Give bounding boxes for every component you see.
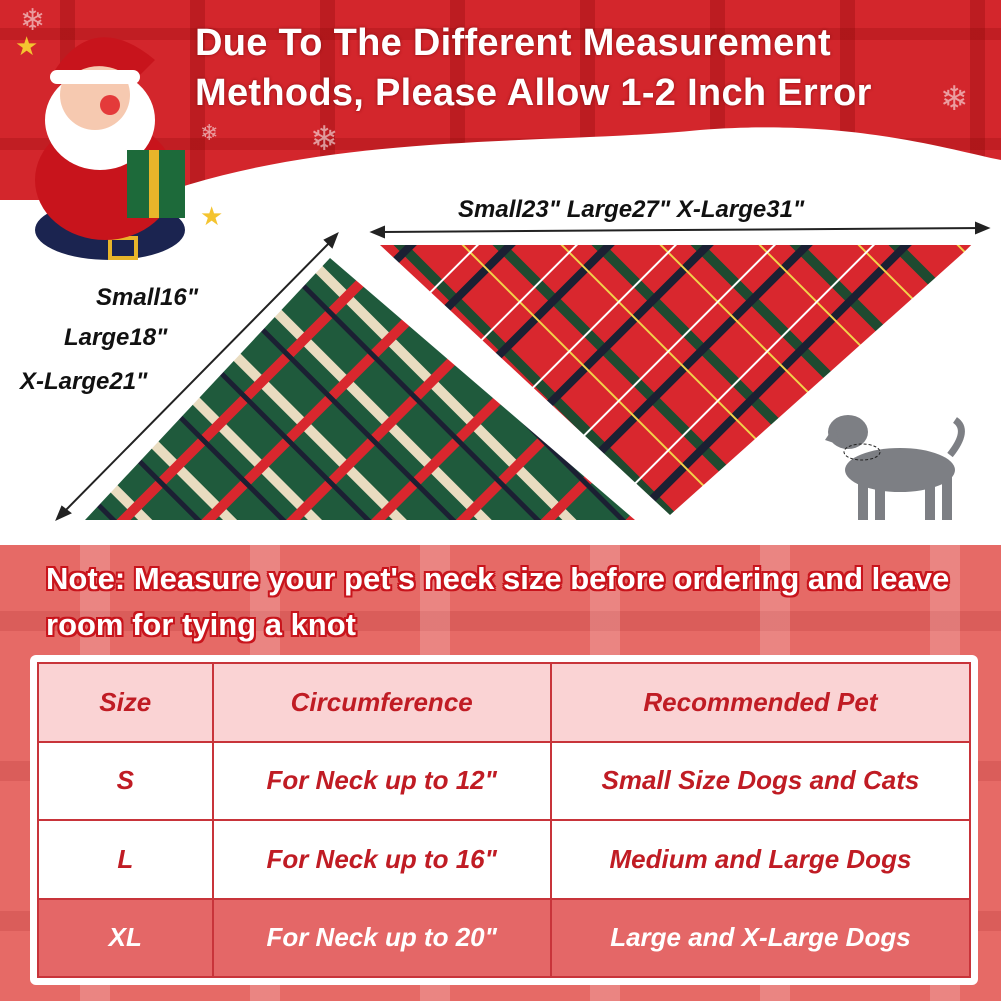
cell-circumference: For Neck up to 20" (211, 897, 552, 978)
cell-recommended-pet: Medium and Large Dogs (549, 819, 972, 900)
star-icon: ★ (200, 201, 223, 231)
cell-size: XL (37, 897, 214, 978)
table-row: L For Neck up to 16" Medium and Large Do… (37, 819, 972, 900)
svg-text:❄: ❄ (20, 4, 45, 37)
santa-illustration: ★ ★ (15, 31, 223, 260)
cell-size: S (37, 740, 214, 821)
side-dimension-large: Large18" (64, 324, 168, 351)
size-table: Size Circumference Recommended Pet S For… (30, 655, 978, 985)
cell-circumference: For Neck up to 12" (211, 740, 552, 821)
headline: Due To The Different Measurement Methods… (195, 22, 872, 114)
snowflake-icon: ❄ ❄ ❄ ❄ (20, 4, 969, 158)
svg-text:❄: ❄ (940, 80, 969, 118)
bandana-images (55, 221, 991, 521)
cell-circumference: For Neck up to 16" (211, 819, 552, 900)
green-plaid-bandana (85, 258, 635, 520)
side-dimension-xlarge: X-Large21" (20, 368, 148, 395)
header-recommended-pet: Recommended Pet (549, 662, 972, 743)
star-icon: ★ (15, 31, 38, 61)
svg-text:❄: ❄ (200, 120, 218, 145)
cell-recommended-pet: Large and X-Large Dogs (549, 897, 972, 978)
svg-text:❄: ❄ (310, 120, 339, 158)
dimension-arrows (55, 221, 991, 521)
header-circumference: Circumference (211, 662, 552, 743)
cell-size: L (37, 819, 214, 900)
red-plaid-bandana (380, 245, 972, 515)
top-dimension-label: Small23" Large27" X-Large31" (458, 196, 805, 223)
dog-silhouette-icon (825, 415, 965, 520)
sizing-note: Note: Measure your pet's neck size befor… (46, 561, 950, 642)
table-row: S For Neck up to 12" Small Size Dogs and… (37, 740, 972, 821)
table-header-row: Size Circumference Recommended Pet (37, 662, 972, 743)
cell-recommended-pet: Small Size Dogs and Cats (549, 740, 972, 821)
table-row: XL For Neck up to 20" Large and X-Large … (37, 897, 972, 978)
header-size: Size (37, 662, 214, 743)
side-dimension-small: Small16" (96, 284, 199, 311)
